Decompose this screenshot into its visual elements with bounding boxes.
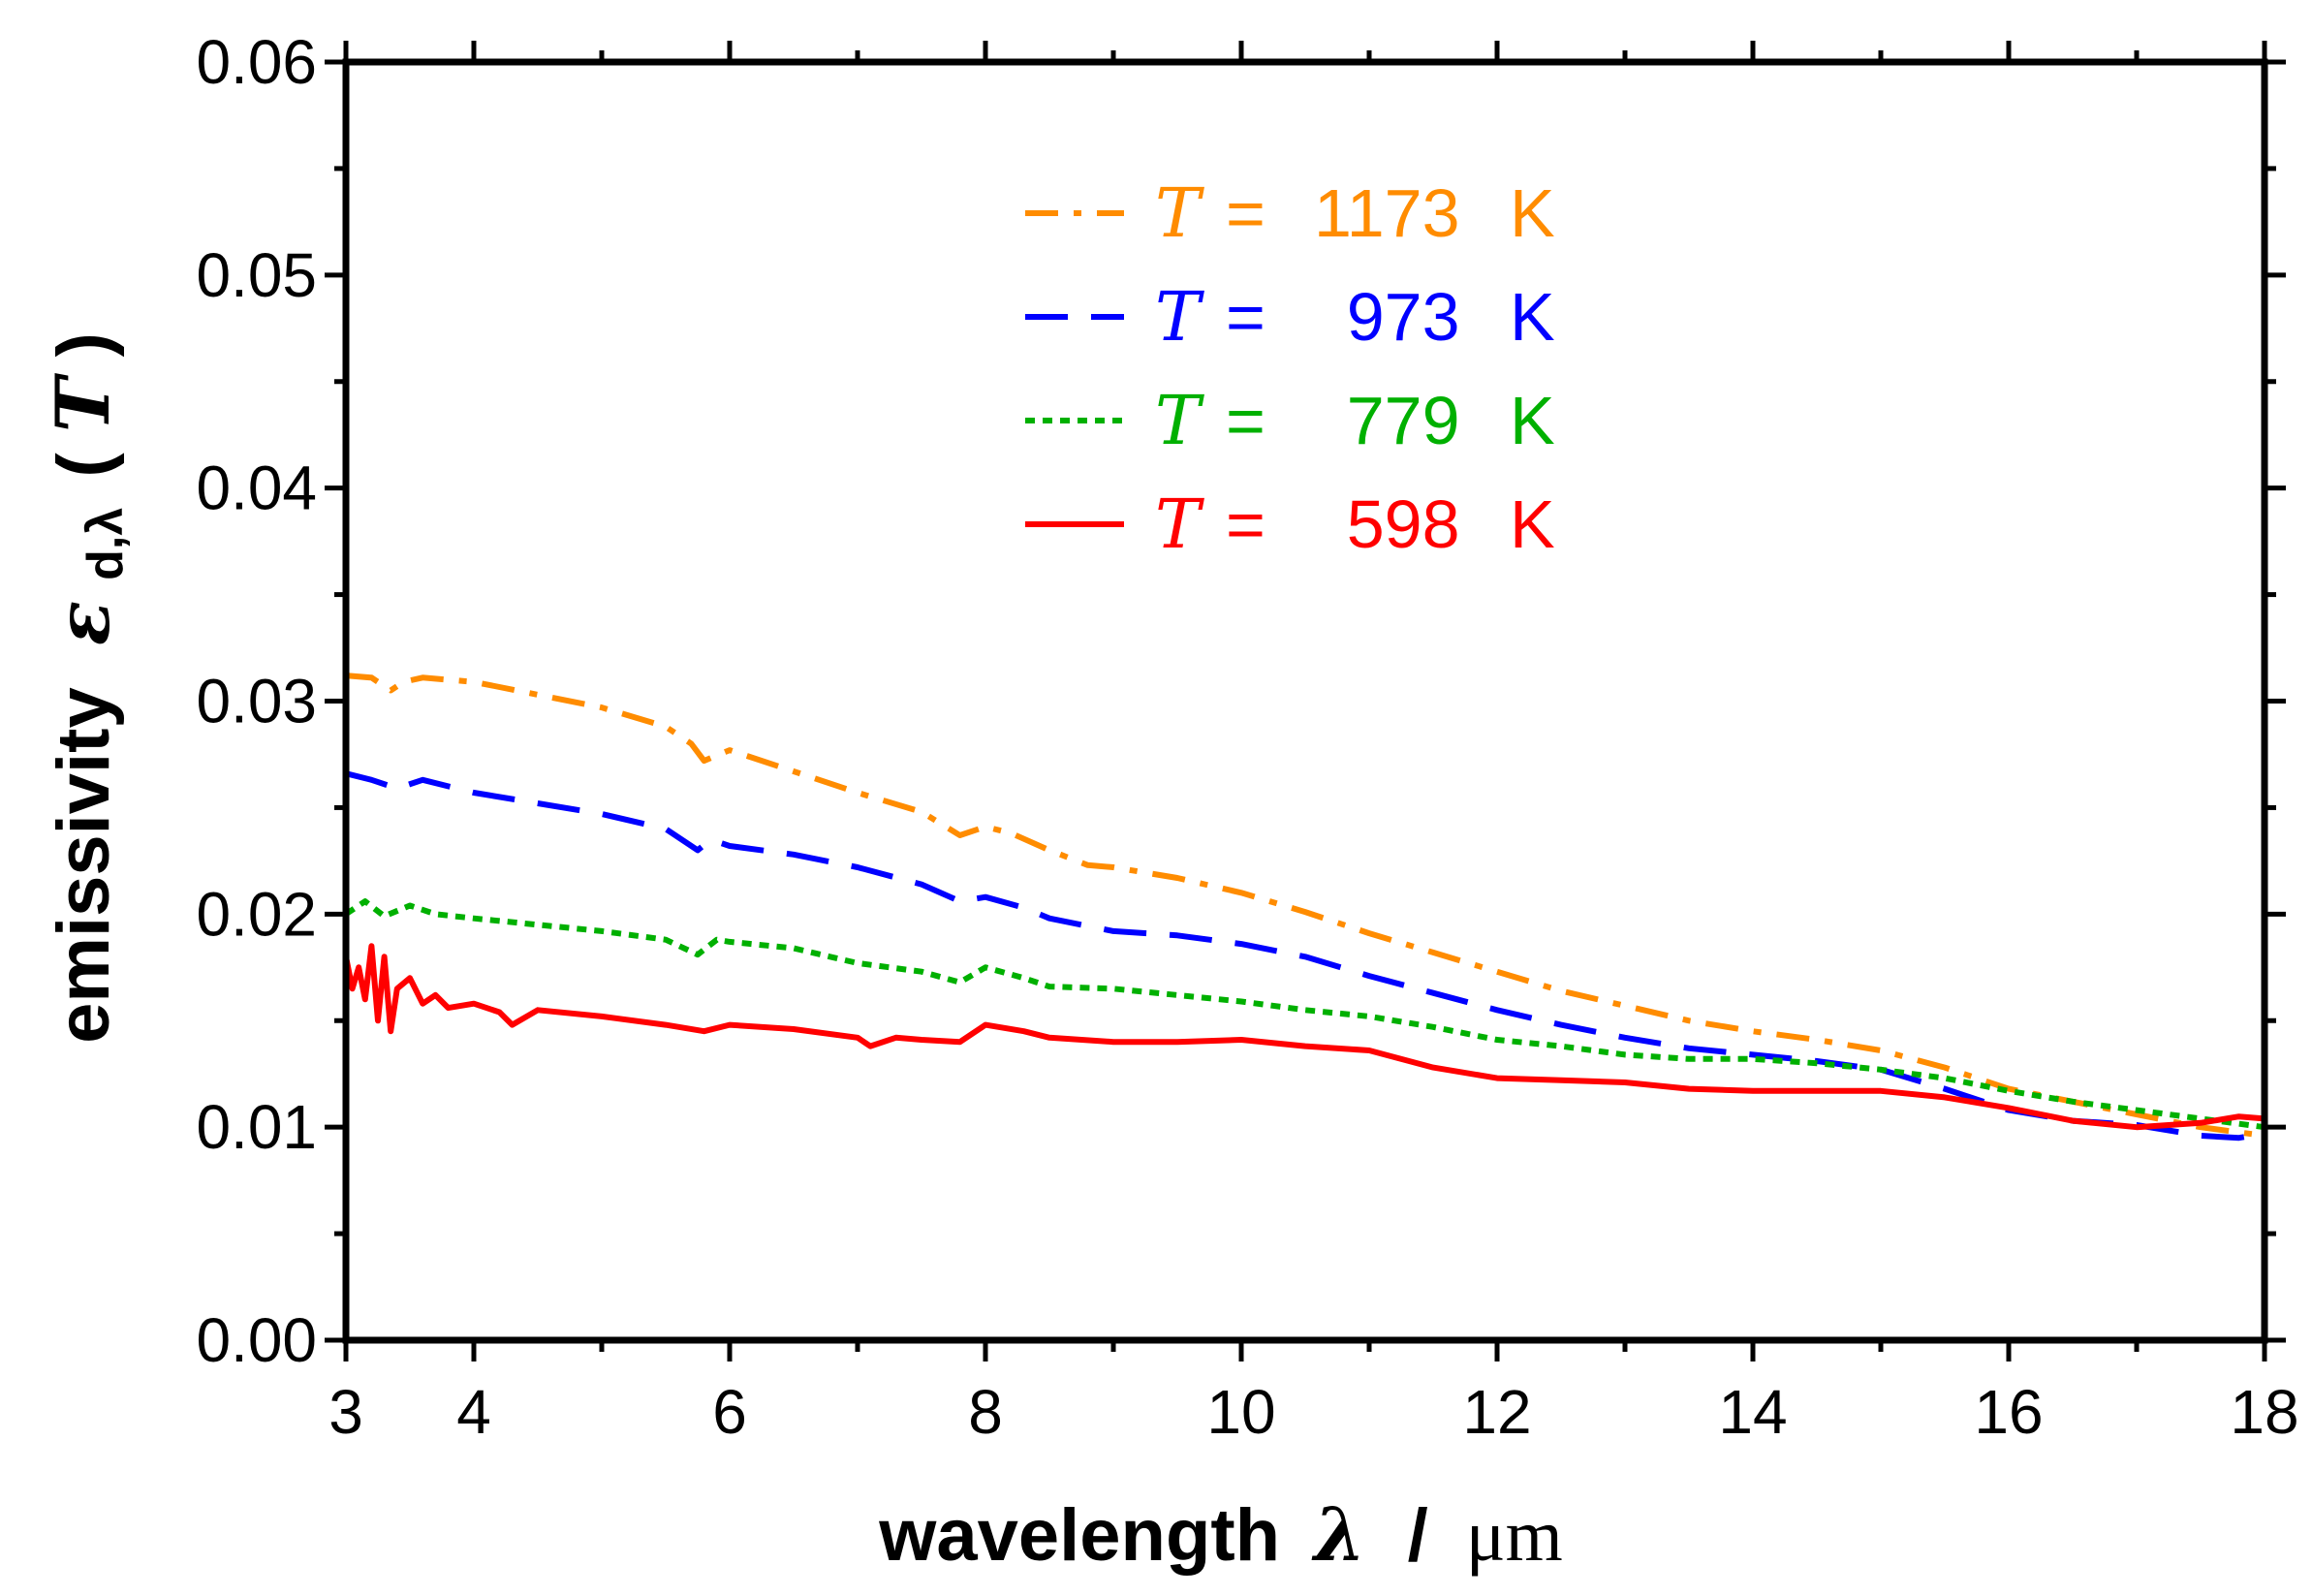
y-tick-label: 0.03 [196,667,317,736]
y-tick-label: 0.04 [196,454,317,523]
legend-eq-779: = [1226,383,1265,458]
legend-value-598: 598 [1347,486,1460,562]
x-tick-label: 12 [1462,1377,1531,1447]
legend-unit-1173: K [1510,175,1555,251]
y-axis-open-paren: ( [43,453,125,478]
y-axis-title: emissivity ε d,λ ( T ) [40,332,139,1044]
series-line-598K [343,943,2265,1131]
y-axis-subscript: d,λ [78,508,134,580]
legend-value-779: 779 [1347,383,1460,458]
legend-T-973: T [1155,277,1204,357]
y-axis-symbol: ε [40,601,126,645]
y-tick-label: 0.01 [196,1092,317,1162]
y-tick-label: 0.00 [196,1305,317,1375]
legend-value-973: 973 [1347,279,1460,355]
y-tick-label: 0.02 [196,879,317,949]
legend-text-779: T = 779 K [1155,381,1555,460]
x-tick-label: 18 [2230,1377,2298,1447]
plot-frame [342,58,2268,1344]
x-tick-label: 16 [1974,1377,2043,1447]
legend-T-779: T [1155,381,1204,460]
x-tick-label: 3 [328,1377,363,1447]
legend-value-1173: 1173 [1314,175,1460,251]
x-axis-unit: μm [1466,1495,1563,1577]
legend-eq-973: = [1226,279,1265,355]
x-tick-label: 4 [456,1377,491,1447]
series-line-779K [344,898,2265,1131]
x-axis-title-text: wavelength [878,1494,1280,1577]
legend-eq-1173: = [1226,175,1265,251]
x-tick-label: 8 [968,1377,1003,1447]
x-axis-symbol: λ [1311,1491,1365,1578]
legend-unit-779: K [1510,383,1555,458]
series-layer [343,673,2265,1142]
series-line-973K [345,770,2265,1142]
legend-unit-598: K [1510,486,1555,562]
legend: T = 1173 K T = 973 K T = 779 K T = 598 K [1025,173,1555,564]
series-line-1173K [345,673,2265,1139]
x-axis-sep: / [1408,1494,1428,1577]
legend-text-1173: T = 1173 K [1155,173,1555,253]
y-axis-var: T [40,372,126,432]
legend-unit-973: K [1510,279,1555,355]
legend-eq-598: = [1226,486,1265,562]
x-tick-label: 6 [712,1377,747,1447]
legend-text-973: T = 973 K [1155,277,1555,357]
x-tick-label: 14 [1718,1377,1787,1447]
y-tick-label: 0.06 [196,27,317,97]
y-axis-title-text: emissivity [43,687,125,1044]
y-axis-close-paren: ) [43,332,125,357]
axes-layer: 0.00 0.01 0.02 0.03 0.04 0.05 0.06 3 4 6 8 10 12 14 16… [196,27,2298,1447]
legend-text-598: T = 598 K [1155,485,1555,564]
legend-T-598: T [1155,485,1204,564]
x-tick-label: 10 [1206,1377,1275,1447]
y-tick-label: 0.05 [196,240,317,310]
legend-T-1173: T [1155,173,1204,253]
x-axis-title: wavelength λ / μm [878,1491,1563,1578]
